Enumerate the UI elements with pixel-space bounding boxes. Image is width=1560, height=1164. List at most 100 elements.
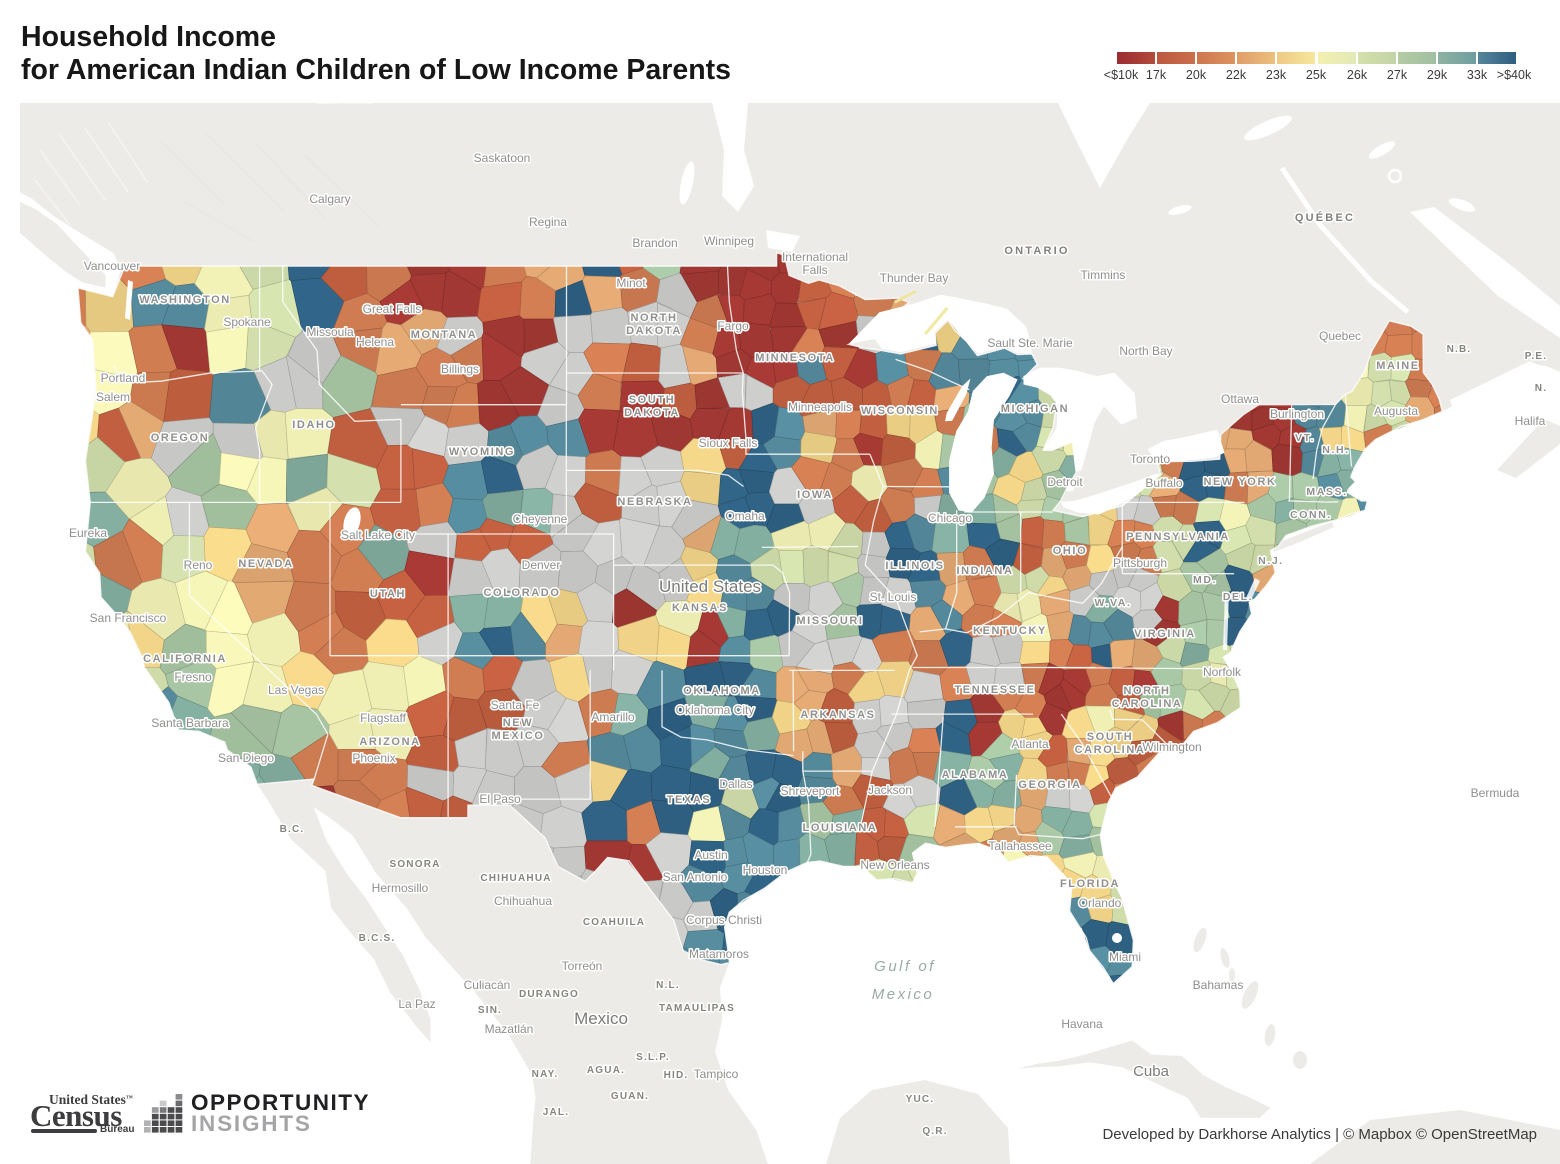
svg-text:Wilmington: Wilmington [1142,740,1201,754]
svg-text:Bahamas: Bahamas [1193,978,1244,992]
svg-text:Winnipeg: Winnipeg [704,234,754,248]
svg-text:COLORADO: COLORADO [484,587,561,599]
svg-text:N.B.: N.B. [1447,344,1472,355]
svg-text:DEL.: DEL. [1223,591,1253,603]
svg-text:Cheyenne: Cheyenne [513,512,568,526]
svg-text:La Paz: La Paz [398,997,435,1011]
svg-text:Chihuahua: Chihuahua [494,894,552,908]
svg-text:HID.: HID. [664,1070,689,1081]
svg-text:OKLAHOMA: OKLAHOMA [683,685,761,697]
svg-text:Detroit: Detroit [1047,475,1083,489]
svg-text:Thunder Bay: Thunder Bay [880,271,949,285]
svg-text:Calgary: Calgary [309,192,350,206]
svg-text:LOUISIANA: LOUISIANA [803,822,878,834]
svg-text:Buffalo: Buffalo [1145,476,1182,490]
svg-text:Mexico: Mexico [574,1009,628,1028]
svg-text:WISCONSIN: WISCONSIN [861,405,939,417]
svg-text:ILLINOIS: ILLINOIS [885,560,944,572]
svg-text:MICHIGAN: MICHIGAN [1001,403,1069,415]
svg-text:CAROLINA: CAROLINA [1112,698,1183,710]
svg-text:United States: United States [659,577,761,596]
svg-text:El Paso: El Paso [479,792,521,806]
svg-text:Matamoros: Matamoros [689,947,749,961]
svg-text:Pittsburgh: Pittsburgh [1113,556,1167,570]
svg-text:Norfolk: Norfolk [1203,665,1242,679]
svg-text:DURANGO: DURANGO [519,989,579,1000]
svg-text:QUÉBEC: QUÉBEC [1295,211,1355,224]
svg-text:N.: N. [1535,383,1547,394]
svg-text:Mexico: Mexico [872,986,935,1003]
svg-text:Sault Ste. Marie: Sault Ste. Marie [987,336,1073,350]
svg-text:Fresno: Fresno [174,670,212,684]
svg-text:Corpus Christi: Corpus Christi [686,913,762,927]
svg-text:Portland: Portland [101,371,146,385]
svg-text:Amarillo: Amarillo [591,710,635,724]
svg-text:NEVADA: NEVADA [238,558,293,570]
svg-text:DAKOTA: DAKOTA [624,407,680,419]
svg-text:AGUA.: AGUA. [587,1065,625,1076]
svg-text:PENNSYLVANIA: PENNSYLVANIA [1126,531,1230,543]
svg-text:Orlando: Orlando [1079,896,1122,910]
svg-text:Billings: Billings [441,362,479,376]
svg-text:Minot: Minot [616,276,646,290]
svg-text:Santa Fe: Santa Fe [491,698,540,712]
svg-text:Edmonton: Edmonton [318,91,373,105]
svg-text:MONTANA: MONTANA [411,329,478,341]
svg-text:CONN.: CONN. [1290,509,1332,521]
svg-text:INDIANA: INDIANA [956,565,1013,577]
svg-text:Torreón: Torreón [562,959,603,973]
svg-text:VT.: VT. [1295,432,1315,444]
svg-text:Halifa: Halifa [1515,414,1546,428]
svg-text:Santa Barbara: Santa Barbara [151,716,229,730]
svg-text:TENNESSEE: TENNESSEE [954,684,1035,696]
svg-text:B.C.: B.C. [280,824,305,835]
svg-text:Hermosillo: Hermosillo [372,881,429,895]
svg-text:Flagstaff: Flagstaff [360,711,406,725]
svg-text:OHIO: OHIO [1053,545,1088,557]
svg-text:NAY.: NAY. [532,1069,559,1080]
svg-text:New Orleans: New Orleans [860,858,929,872]
svg-text:Denver: Denver [522,558,561,572]
svg-text:GEORGIA: GEORGIA [1018,779,1081,791]
svg-text:Great Falls: Great Falls [363,302,422,316]
svg-text:MEXICO: MEXICO [492,730,545,742]
svg-text:Spokane: Spokane [223,315,271,329]
svg-text:Phoenix: Phoenix [352,751,395,765]
svg-text:NEW: NEW [503,717,533,729]
svg-text:SONORA: SONORA [389,859,440,870]
svg-text:NEBRASKA: NEBRASKA [617,496,692,508]
svg-text:SOUTH: SOUTH [629,394,676,406]
svg-text:YUC.: YUC. [906,1094,935,1105]
svg-text:CAROLINA: CAROLINA [1075,744,1146,756]
svg-text:Culiacán: Culiacán [464,978,511,992]
svg-text:KANSAS: KANSAS [672,602,728,614]
svg-text:ONTARIO: ONTARIO [1004,245,1069,257]
svg-text:Burlington: Burlington [1270,407,1324,421]
svg-text:ALABAMA: ALABAMA [942,769,1009,781]
svg-text:SOUTH: SOUTH [1087,731,1134,743]
svg-text:N.H.: N.H. [1322,444,1349,456]
svg-text:Minneapolis: Minneapolis [788,400,852,414]
svg-text:COAHUILA: COAHUILA [583,917,645,928]
svg-text:International: International [782,250,848,264]
svg-text:MD.: MD. [1193,574,1217,586]
svg-text:Havana: Havana [1061,1017,1103,1031]
svg-text:NORTH: NORTH [1123,685,1170,697]
svg-text:TAMAULIPAS: TAMAULIPAS [659,1003,735,1014]
svg-text:Fargo: Fargo [717,319,749,333]
svg-text:Miami: Miami [1109,950,1141,964]
svg-text:Mazatlán: Mazatlán [485,1022,534,1036]
svg-text:Cuba: Cuba [1133,1063,1170,1080]
svg-text:NORTH: NORTH [630,312,677,324]
svg-text:W.VA.: W.VA. [1095,597,1132,609]
svg-text:TEXAS: TEXAS [667,794,712,806]
svg-text:Atlanta: Atlanta [1011,737,1049,751]
svg-text:MISSOURI: MISSOURI [796,615,863,627]
svg-text:Vancouver: Vancouver [84,259,140,273]
svg-text:Bermuda: Bermuda [1471,786,1520,800]
svg-text:Chicago: Chicago [928,511,972,525]
svg-text:Dallas: Dallas [719,777,752,791]
svg-text:KENTUCKY: KENTUCKY [973,625,1047,637]
svg-text:WASHINGTON: WASHINGTON [139,294,231,306]
svg-text:Toronto: Toronto [1130,452,1170,466]
